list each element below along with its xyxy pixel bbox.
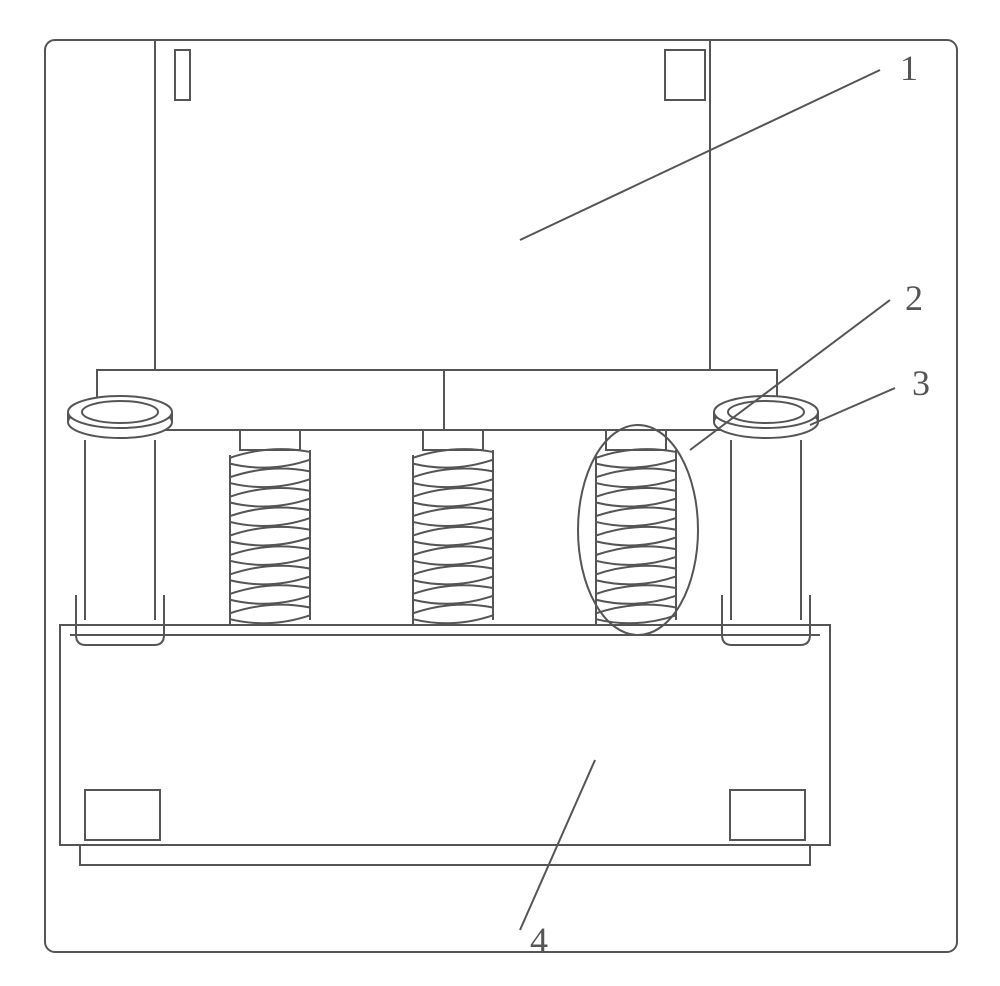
callout-label-2: 2: [905, 278, 923, 318]
callout-label-3: 3: [912, 363, 930, 403]
technical-diagram: 1 2 3 4: [0, 0, 1000, 986]
callout-label-4: 4: [530, 920, 548, 960]
callout-label-1: 1: [900, 48, 918, 88]
